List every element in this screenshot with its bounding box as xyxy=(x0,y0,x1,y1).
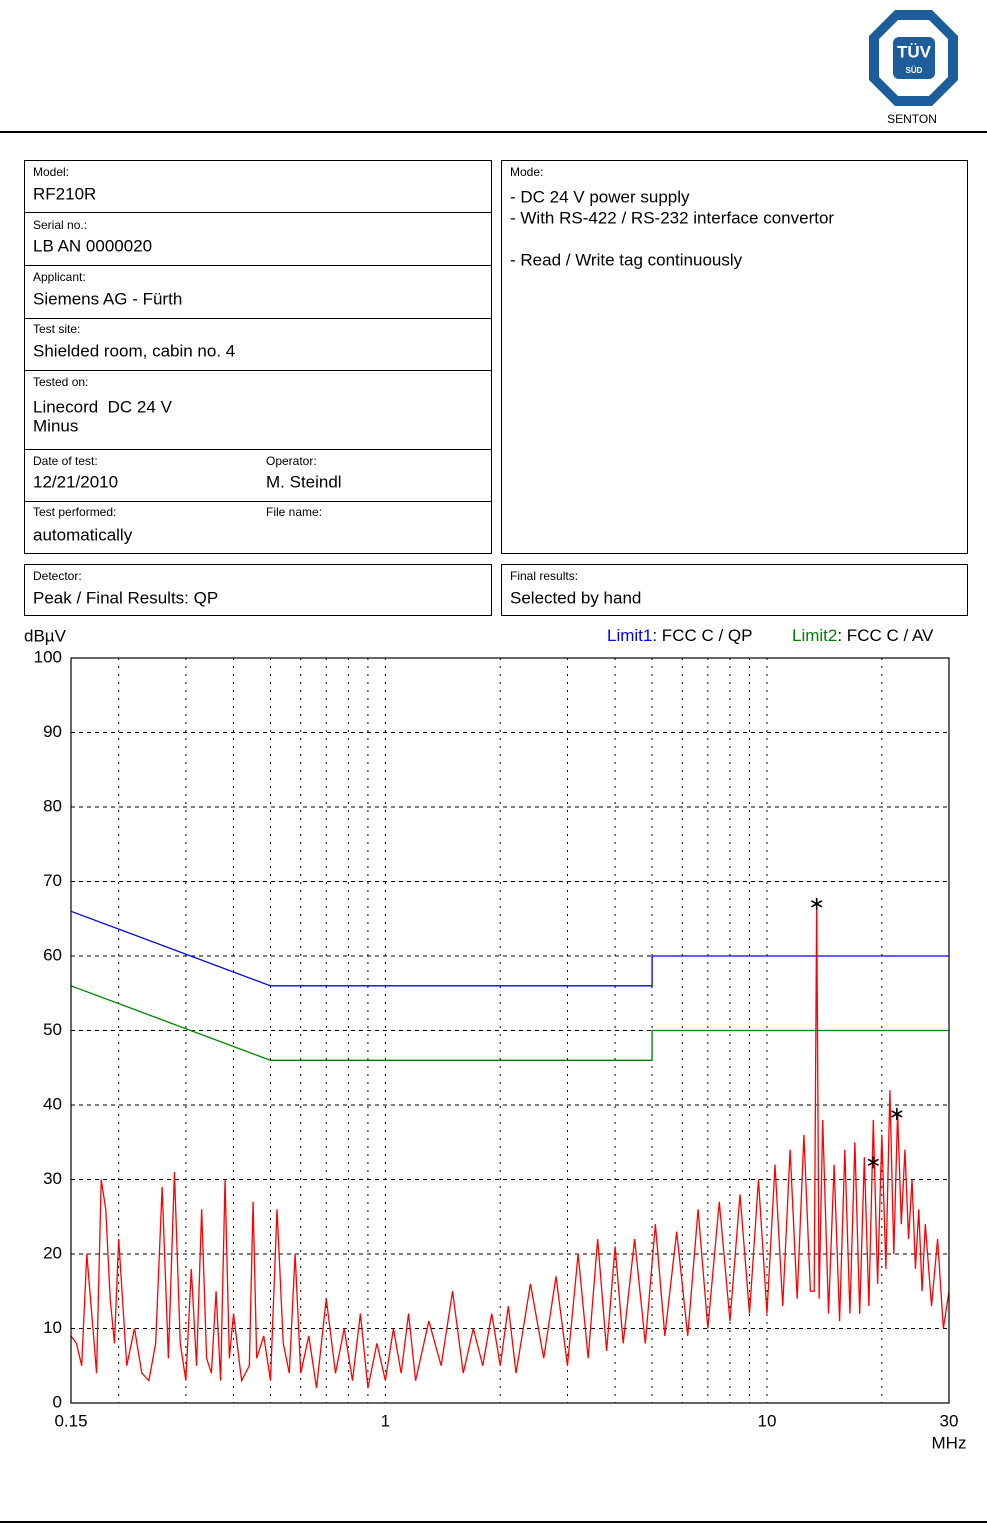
y-tick-label: 50 xyxy=(43,1020,62,1039)
legend-name: Limit1 xyxy=(607,626,652,645)
info-box xyxy=(24,160,492,554)
field-value: automatically xyxy=(33,525,133,544)
y-axis-label: dBµV xyxy=(24,626,67,645)
mode-line: - With RS-422 / RS-232 interface convert… xyxy=(510,208,834,227)
rule xyxy=(0,131,987,133)
x-tick-label: 0.15 xyxy=(54,1411,87,1430)
final-box xyxy=(501,564,968,616)
series-line xyxy=(70,985,949,1061)
y-tick-label: 20 xyxy=(43,1243,62,1262)
marker xyxy=(867,1156,879,1169)
company: SENTON xyxy=(887,112,937,126)
marker-stroke xyxy=(867,1158,879,1167)
legend-name: Limit2 xyxy=(792,626,837,645)
field-label: Date of test: xyxy=(33,454,98,468)
field-value: 12/21/2010 xyxy=(33,472,118,491)
field-value: M. Steindl xyxy=(266,472,342,491)
y-tick-label: 80 xyxy=(43,796,62,815)
mode-line: - DC 24 V power supply xyxy=(510,187,690,206)
field-label: Model: xyxy=(33,165,69,179)
y-tick-label: 60 xyxy=(43,945,62,964)
marker-stroke xyxy=(891,1110,903,1118)
field-label: Test performed: xyxy=(33,505,116,519)
field-label: Applicant: xyxy=(33,270,86,284)
field-label: Tested on: xyxy=(33,375,88,389)
y-tick-label: 10 xyxy=(43,1318,62,1337)
field-value: Linecord DC 24 V xyxy=(33,397,173,416)
field-value: Peak / Final Results: QP xyxy=(33,588,218,607)
logo-text: TÜV xyxy=(897,42,932,61)
x-axis-label: MHz xyxy=(932,1433,967,1452)
x-tick-label: 1 xyxy=(381,1411,390,1430)
y-tick-label: 0 xyxy=(53,1392,62,1411)
field-label: Mode: xyxy=(510,165,543,179)
marker xyxy=(811,897,823,910)
detector-box xyxy=(24,564,492,616)
field-value: Minus xyxy=(33,416,78,435)
field-label: Final results: xyxy=(510,569,578,583)
mode-box xyxy=(501,160,968,554)
field-value: LB AN 0000020 xyxy=(33,236,152,255)
series-line xyxy=(70,910,949,987)
x-tick-label: 10 xyxy=(757,1411,776,1430)
field-value: Siemens AG - Fürth xyxy=(33,289,182,308)
plot: 0 10 20 30 40 50 60 70 80 90 100 0.15 1 10 30 xyxy=(34,647,959,1430)
logo-core xyxy=(893,37,935,79)
series-line xyxy=(70,903,950,1389)
mode-line: - Read / Write tag continuously xyxy=(510,250,743,269)
legend-entry: Limit2: FCC C / AV xyxy=(792,626,934,645)
field-value: Shielded room, cabin no. 4 xyxy=(33,341,235,360)
field-label: File name: xyxy=(266,505,322,519)
field-label: Detector: xyxy=(33,569,82,583)
rule xyxy=(0,1521,987,1523)
field-label: Test site: xyxy=(33,322,80,336)
marker xyxy=(891,1107,903,1120)
marker-stroke xyxy=(811,900,823,908)
legend-entry: Limit1: FCC C / QP xyxy=(607,626,752,645)
y-tick-label: 100 xyxy=(34,647,62,666)
y-tick-label: 30 xyxy=(43,1169,62,1188)
y-tick-label: 40 xyxy=(43,1094,62,1113)
y-tick-label: 90 xyxy=(43,722,62,741)
field-label: Serial no.: xyxy=(33,218,87,232)
logo-text: SÜD xyxy=(906,66,923,75)
y-tick-label: 70 xyxy=(43,871,62,890)
field-value: RF210R xyxy=(33,184,96,203)
field-value: Selected by hand xyxy=(510,588,641,607)
legend-label: : FCC C / AV xyxy=(837,626,934,645)
x-tick-label: 30 xyxy=(940,1411,959,1430)
legend-label: : FCC C / QP xyxy=(652,626,752,645)
field-label: Operator: xyxy=(266,454,317,468)
plot-frame xyxy=(70,657,950,1404)
row-dividers xyxy=(24,212,492,502)
